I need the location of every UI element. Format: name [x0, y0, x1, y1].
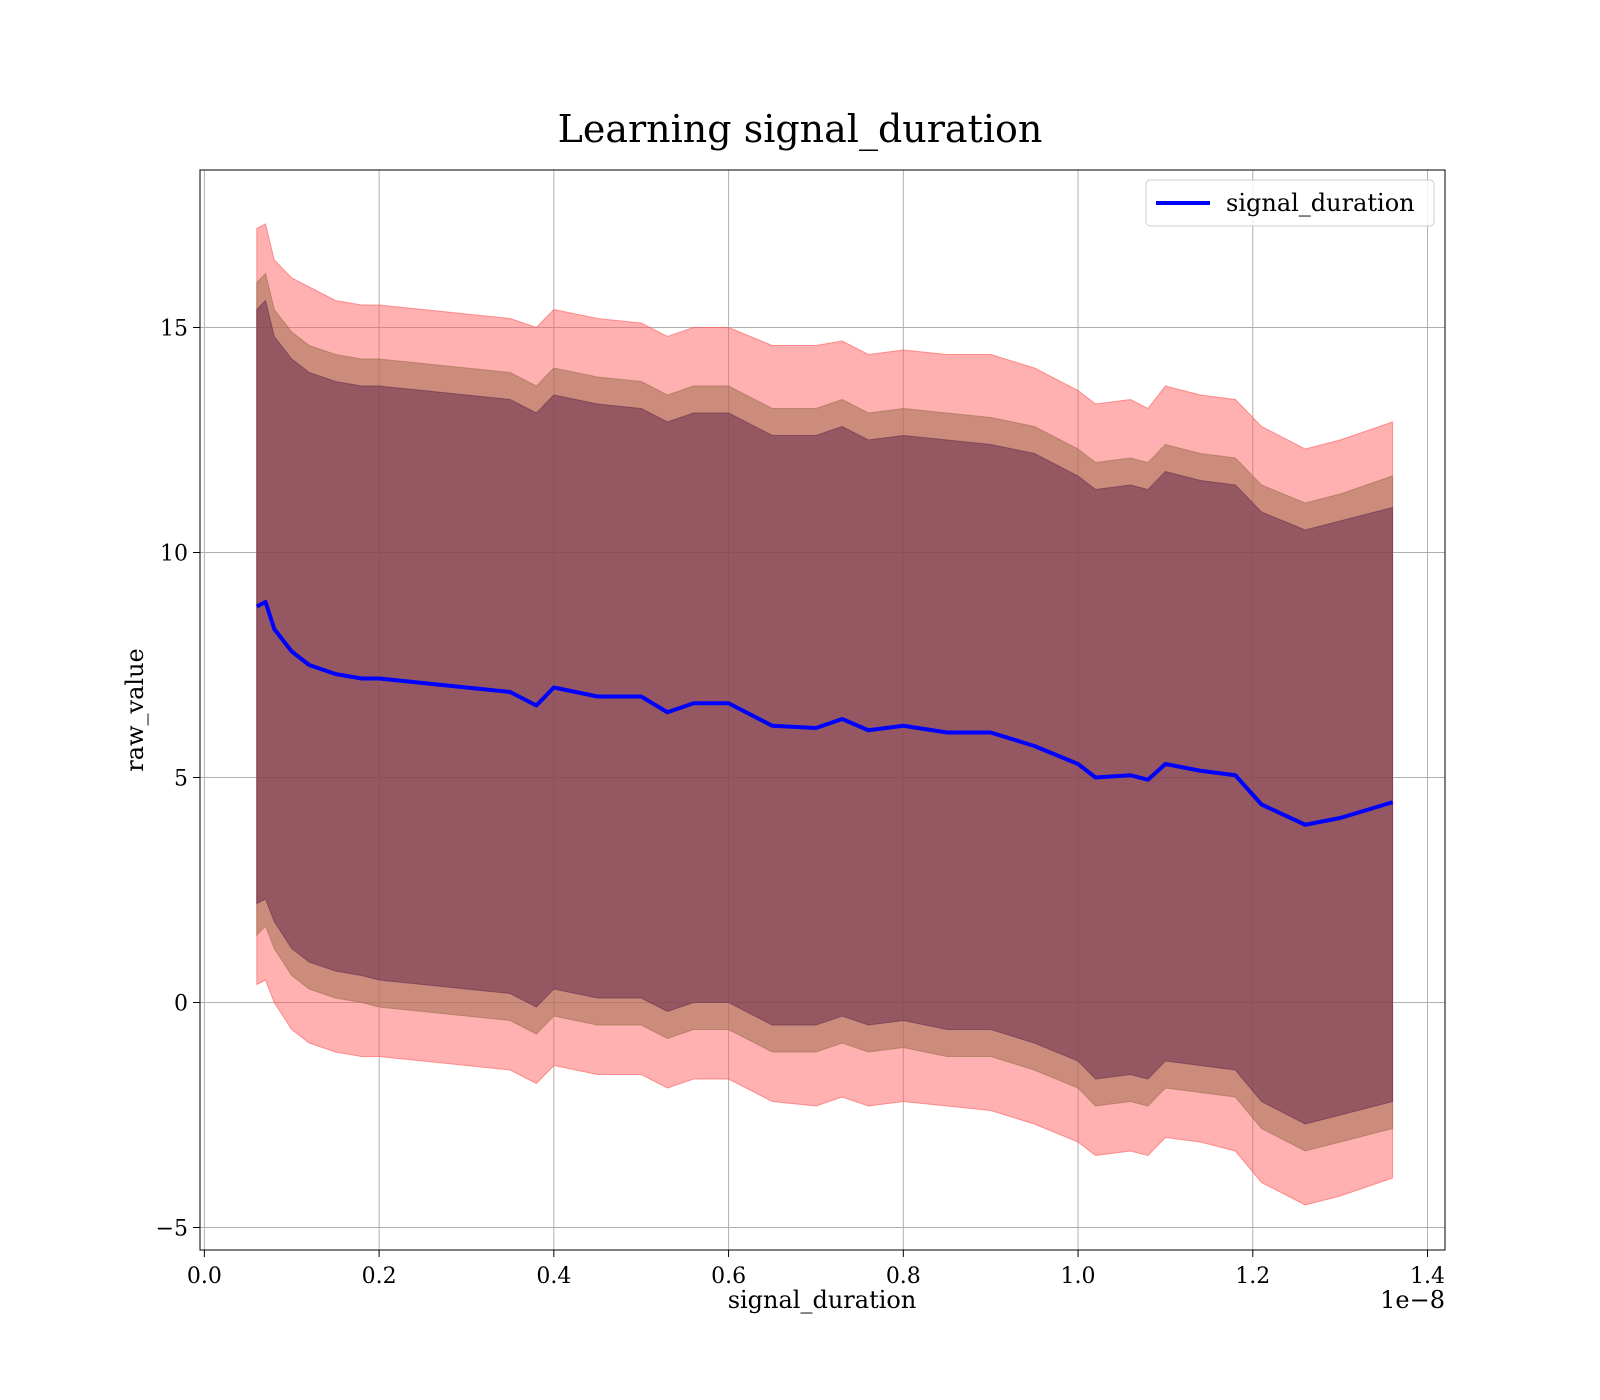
series-lines: [255, 600, 1394, 827]
x-offset-label: 1e−8: [1380, 1286, 1445, 1314]
plot-frame: [199, 169, 1446, 1251]
y-tick-label: 0: [174, 992, 188, 1017]
y-axis-label: raw_value: [121, 648, 149, 772]
x-tick-label: 0.6: [711, 1264, 746, 1289]
confidence-bands: [256, 223, 1394, 1206]
chart-title: Learning signal_duration: [558, 107, 1043, 152]
legend-label: signal_duration: [1226, 189, 1415, 217]
band-inner: [256, 299, 1394, 1125]
y-tick-label: 5: [174, 767, 188, 792]
x-tick-label: 1.0: [1061, 1264, 1096, 1289]
x-tick-label: 1.2: [1235, 1264, 1270, 1289]
legend: signal_duration: [1145, 179, 1435, 227]
axis-ticks: 0.0 0.2 0.4 0.6 0.8 1.0 1.2 1.4 −5 0 5 10 15: [156, 317, 1445, 1290]
x-tick-label: 0.4: [536, 1264, 571, 1289]
x-tick-label: 0.0: [187, 1264, 222, 1289]
legend-box: [1145, 179, 1435, 227]
y-tick-label: 10: [160, 542, 188, 567]
x-tick-label: 0.8: [886, 1264, 921, 1289]
series-line-signal-duration: [255, 600, 1394, 827]
x-tick-label: 0.2: [362, 1264, 397, 1289]
x-axis-label: signal_duration: [728, 1286, 917, 1314]
y-tick-label: 15: [160, 317, 188, 342]
y-tick-label: −5: [156, 1217, 188, 1242]
x-tick-label: 1.4: [1410, 1264, 1445, 1289]
